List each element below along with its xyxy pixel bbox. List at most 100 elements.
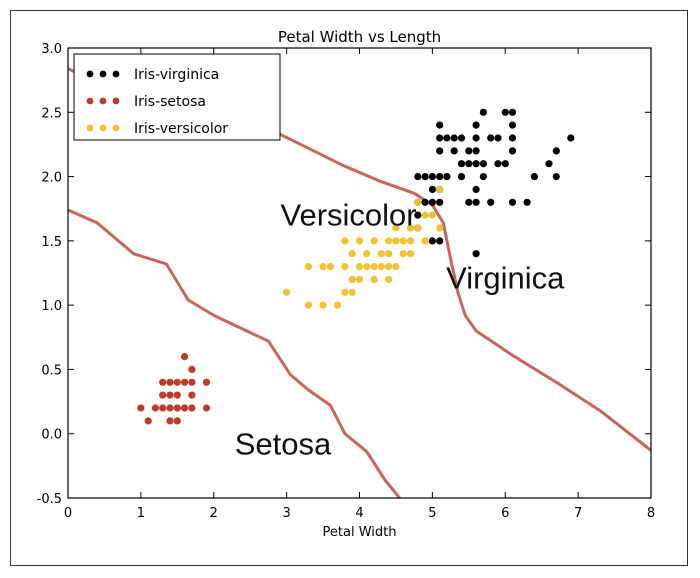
data-point: [552, 147, 560, 155]
data-point: [159, 404, 167, 412]
data-point: [436, 185, 444, 193]
data-point: [465, 198, 473, 206]
data-point: [494, 134, 502, 142]
data-point: [436, 237, 444, 245]
data-point: [283, 288, 291, 296]
data-point: [508, 108, 517, 116]
data-point: [443, 173, 451, 181]
legend-label: Iris-virginica: [134, 67, 219, 83]
data-point: [406, 224, 415, 232]
data-point: [472, 121, 480, 129]
data-point: [457, 160, 466, 168]
data-point: [508, 134, 517, 142]
data-point: [319, 301, 327, 309]
data-point: [385, 275, 393, 283]
data-point: [421, 198, 429, 206]
series-Iris-versicolor: [283, 185, 444, 309]
data-point: [552, 173, 560, 181]
data-point: [166, 391, 174, 399]
data-point: [508, 121, 517, 129]
data-point: [501, 160, 509, 168]
data-point: [443, 134, 451, 142]
data-point: [334, 301, 342, 309]
data-point: [166, 417, 174, 425]
data-point: [202, 404, 211, 412]
data-point: [166, 404, 174, 412]
legend-marker: [112, 124, 120, 132]
data-points: [137, 108, 575, 425]
y-tick-label: 2.5: [41, 106, 62, 121]
data-point: [421, 237, 429, 245]
legend-item: Iris-setosa: [86, 94, 206, 110]
region-label-virginica: Virginica: [446, 260, 565, 295]
data-point: [465, 160, 473, 168]
data-point: [370, 275, 378, 283]
data-point: [173, 404, 181, 412]
data-point: [436, 121, 444, 129]
data-point: [319, 263, 327, 271]
chart-title: Petal Width vs Length: [278, 28, 441, 46]
data-point: [414, 173, 422, 181]
data-point: [414, 224, 422, 232]
data-point: [341, 237, 349, 245]
data-point: [159, 391, 167, 399]
data-point: [567, 134, 575, 142]
data-point: [523, 198, 531, 206]
data-point: [348, 275, 356, 283]
y-tick-label: -0.5: [37, 492, 62, 507]
data-point: [472, 134, 480, 142]
data-point: [414, 198, 422, 206]
y-tick-label: 1.5: [41, 235, 62, 250]
data-point: [428, 211, 436, 219]
data-point: [173, 417, 181, 425]
data-point: [188, 365, 196, 373]
data-point: [370, 263, 378, 271]
legend-marker: [86, 124, 94, 132]
series-Iris-virginica: [414, 108, 575, 258]
data-point: [472, 185, 480, 193]
data-point: [341, 288, 349, 296]
data-point: [181, 353, 189, 361]
legend-item: Iris-versicolor: [86, 121, 228, 137]
data-point: [188, 391, 196, 399]
data-point: [363, 250, 371, 258]
data-point: [457, 173, 466, 181]
data-point: [436, 173, 444, 181]
region-annotations: Versicolor Virginica Setosa: [235, 197, 565, 461]
x-tick-label: 5: [428, 506, 436, 521]
legend-label: Iris-setosa: [134, 94, 206, 110]
data-point: [151, 404, 159, 412]
data-point: [501, 108, 509, 116]
data-point: [436, 224, 444, 232]
data-point: [428, 198, 436, 206]
legend-marker: [99, 70, 107, 78]
data-point: [487, 134, 495, 142]
x-tick-label: 8: [647, 506, 655, 521]
data-point: [173, 391, 181, 399]
data-point: [144, 417, 152, 425]
data-point: [377, 263, 385, 271]
data-point: [355, 237, 364, 245]
x-tick-label: 6: [501, 506, 509, 521]
data-point: [457, 134, 466, 142]
legend-label: Iris-versicolor: [134, 121, 228, 137]
data-point: [355, 263, 364, 271]
y-tick-label: 0.5: [41, 363, 62, 378]
data-point: [487, 198, 495, 206]
data-point: [370, 237, 378, 245]
x-tick-label: 7: [574, 506, 582, 521]
data-point: [181, 378, 189, 386]
plot-area: [67, 47, 652, 499]
legend-marker: [112, 70, 120, 78]
legend-marker: [99, 97, 107, 105]
x-axis-label: Petal Width: [323, 525, 397, 540]
data-point: [406, 250, 415, 258]
data-point: [508, 198, 517, 206]
y-tick-label: 3.0: [41, 42, 62, 57]
data-point: [385, 250, 393, 258]
data-point: [355, 275, 364, 283]
data-point: [428, 237, 436, 245]
data-point: [173, 378, 181, 386]
data-point: [326, 263, 334, 271]
